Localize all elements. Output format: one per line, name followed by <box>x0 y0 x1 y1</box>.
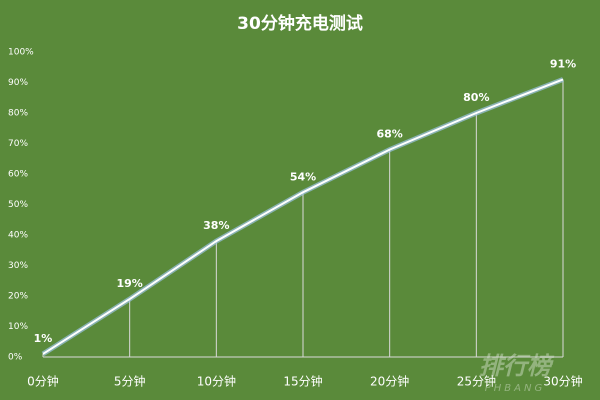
x-tick-label: 30分钟 <box>543 374 582 389</box>
x-tick-label: 10分钟 <box>197 374 236 389</box>
y-tick-label: 90% <box>8 78 28 88</box>
data-label: 1% <box>34 332 53 345</box>
data-label: 80% <box>463 91 489 104</box>
y-tick-label: 50% <box>8 200 28 210</box>
x-tick-label: 15分钟 <box>283 374 322 389</box>
x-tick-label: 25分钟 <box>457 374 496 389</box>
data-label: 68% <box>376 128 402 141</box>
y-tick-label: 20% <box>8 292 28 302</box>
y-tick-label: 80% <box>8 109 28 119</box>
y-tick-label: 60% <box>8 170 28 180</box>
y-tick-label: 0% <box>8 353 23 363</box>
y-tick-label: 100% <box>8 48 34 58</box>
y-tick-label: 70% <box>8 139 28 149</box>
line <box>42 78 564 355</box>
y-tick-label: 30% <box>8 261 28 271</box>
y-tick-label: 10% <box>8 322 28 332</box>
x-tick-label: 0分钟 <box>27 374 59 389</box>
data-label: 54% <box>290 170 316 183</box>
data-label: 19% <box>116 277 142 290</box>
chart-title: 30分钟充电测试 <box>237 13 363 34</box>
data-label: 91% <box>550 57 576 70</box>
x-tick-label: 20分钟 <box>370 374 409 389</box>
watermark-sub: PHBANG <box>485 383 545 394</box>
data-label: 38% <box>203 219 229 232</box>
x-tick-label: 5分钟 <box>114 374 146 389</box>
y-tick-label: 40% <box>8 231 28 241</box>
